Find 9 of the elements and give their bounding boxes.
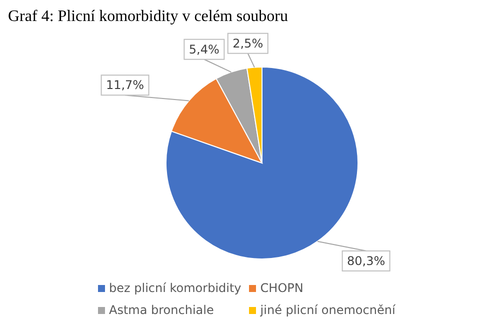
- data-label: 80,3%: [346, 254, 386, 268]
- legend-label: CHOPN: [260, 281, 304, 295]
- legend-label: jiné plicní onemocnění: [260, 303, 396, 317]
- chart-title: Graf 4: Plicní komorbidity v celém souboru: [8, 8, 289, 26]
- legend-label: Astma bronchiale: [109, 303, 214, 317]
- legend-label: bez plicní komorbidity: [109, 281, 242, 295]
- data-label: 5,4%: [188, 42, 220, 56]
- data-label: 11,7%: [106, 78, 144, 92]
- data-label: 2,5%: [232, 36, 264, 50]
